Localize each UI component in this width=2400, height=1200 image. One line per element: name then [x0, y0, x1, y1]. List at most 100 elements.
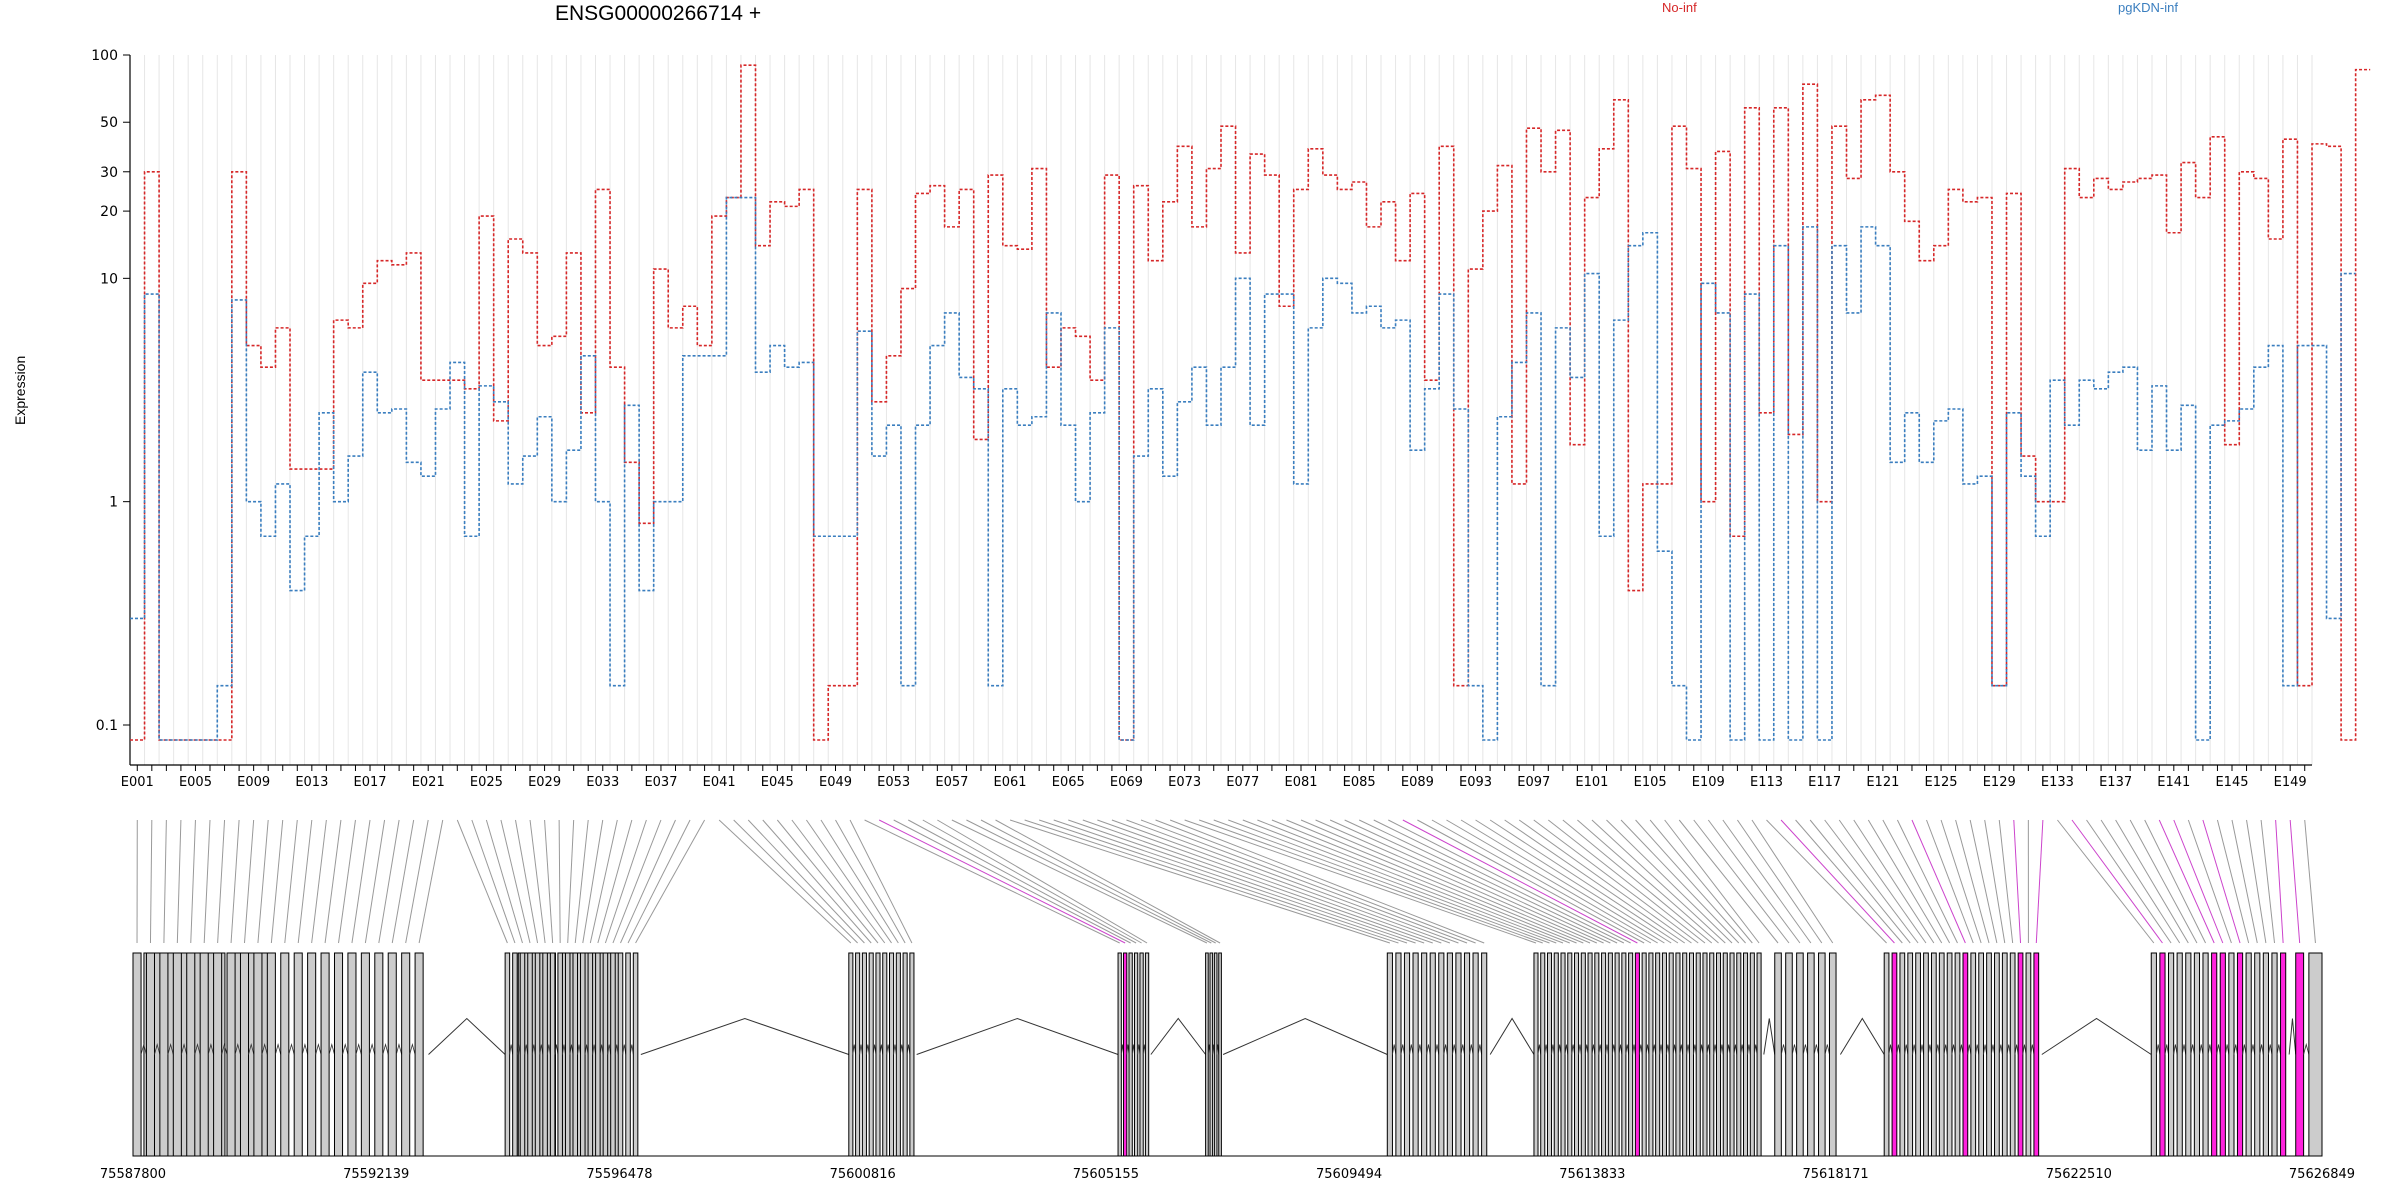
connector-line	[364, 819, 386, 944]
x-tick-label: E113	[1750, 775, 1783, 790]
connector-line	[529, 819, 546, 944]
intron-line	[1392, 1044, 1397, 1055]
connector-line	[1271, 819, 1577, 944]
exon	[1540, 952, 1546, 1157]
exon	[1648, 952, 1654, 1157]
exon	[374, 952, 384, 1157]
genome-tick-label: 75605155	[1073, 1167, 1139, 1182]
connector-line	[1053, 819, 1416, 944]
exon	[1560, 952, 1566, 1157]
connector-line	[1300, 819, 1591, 944]
intron-line	[2268, 1044, 2273, 1055]
exon	[848, 952, 854, 1157]
genome-tick-label: 75613833	[1559, 1167, 1625, 1182]
y-tick-label: 50	[100, 115, 118, 131]
intron-line	[1951, 1044, 1956, 1055]
connector-line	[1431, 819, 1652, 944]
connector-line	[544, 819, 554, 944]
connector-line	[230, 819, 240, 944]
x-tick-label: E045	[761, 775, 794, 790]
exon	[1386, 952, 1393, 1157]
intron-line	[369, 1042, 376, 1055]
intron-line	[2022, 1044, 2027, 1055]
connector-line	[733, 819, 858, 944]
connector-line	[1707, 819, 1801, 944]
exon	[855, 952, 861, 1157]
intron-line	[916, 1017, 1119, 1055]
genome-tick-label: 75618171	[1802, 1167, 1868, 1182]
connector-line	[1780, 819, 1895, 944]
exon	[1209, 952, 1214, 1157]
connector-line	[1024, 819, 1399, 944]
intron-line	[1489, 1017, 1535, 1055]
exon	[519, 952, 526, 1157]
connector-line	[776, 819, 879, 944]
intron-line	[2190, 1044, 2195, 1055]
genome-tick-label: 75600816	[830, 1167, 896, 1182]
exon	[902, 952, 908, 1157]
connector-line	[2013, 819, 2022, 944]
connector-line	[1126, 819, 1459, 944]
exon	[1899, 952, 1906, 1157]
intron-line	[167, 1042, 174, 1055]
connector-line	[1009, 819, 1391, 944]
connector-line	[1824, 819, 1919, 944]
connector-line	[1068, 819, 1425, 944]
intron-line	[1426, 1044, 1431, 1055]
series-group	[130, 64, 2371, 741]
connector-line	[1809, 819, 1911, 944]
intron-line	[154, 1042, 161, 1055]
exon	[557, 952, 563, 1157]
x-tick-label: E049	[819, 775, 852, 790]
connector-line	[471, 819, 516, 944]
exon	[1412, 952, 1419, 1157]
exon	[1715, 952, 1722, 1157]
exon	[1828, 952, 1837, 1157]
x-tick-label: E137	[2099, 775, 2132, 790]
exon	[1429, 952, 1436, 1157]
exon	[1970, 952, 1977, 1157]
exon	[1883, 952, 1890, 1157]
connector-line	[405, 819, 429, 944]
intron-line	[554, 1044, 559, 1055]
connector-line	[835, 819, 906, 944]
exon	[1743, 952, 1749, 1157]
connector-line	[1475, 819, 1672, 944]
exon	[1954, 952, 1961, 1157]
connector-line	[1955, 819, 1990, 944]
intron-line	[622, 1044, 627, 1055]
intron-line	[562, 1044, 566, 1055]
exon	[1702, 952, 1708, 1157]
exon	[1729, 952, 1735, 1157]
connector-line	[1678, 819, 1779, 944]
exon	[1796, 952, 1804, 1157]
intron-line	[2006, 1044, 2011, 1055]
exon	[1139, 952, 1144, 1157]
y-tick-label: 30	[100, 165, 118, 181]
connector-line	[995, 819, 1221, 944]
exon	[387, 952, 397, 1157]
exon	[587, 952, 594, 1157]
exon	[1709, 952, 1715, 1157]
connector-line	[1242, 819, 1564, 944]
exon	[1668, 952, 1674, 1157]
exon	[132, 952, 142, 1157]
exon	[1774, 952, 1782, 1157]
exon	[542, 952, 548, 1157]
connector-line	[2289, 819, 2301, 944]
connector-line	[1664, 819, 1760, 944]
intron-line	[409, 1042, 416, 1055]
exon	[1785, 952, 1793, 1157]
x-tick-label: E085	[1343, 775, 1376, 790]
exon	[1807, 952, 1815, 1157]
intron-line	[2233, 1044, 2238, 1055]
exon	[2308, 952, 2323, 1157]
x-tick-label: E005	[179, 775, 212, 790]
exon	[527, 952, 533, 1157]
x-tick-label: E117	[1808, 775, 1841, 790]
connector-line	[2216, 819, 2250, 944]
exon-highlighted	[2211, 952, 2218, 1157]
intron-line	[1780, 1044, 1787, 1055]
exon	[1994, 952, 2000, 1157]
